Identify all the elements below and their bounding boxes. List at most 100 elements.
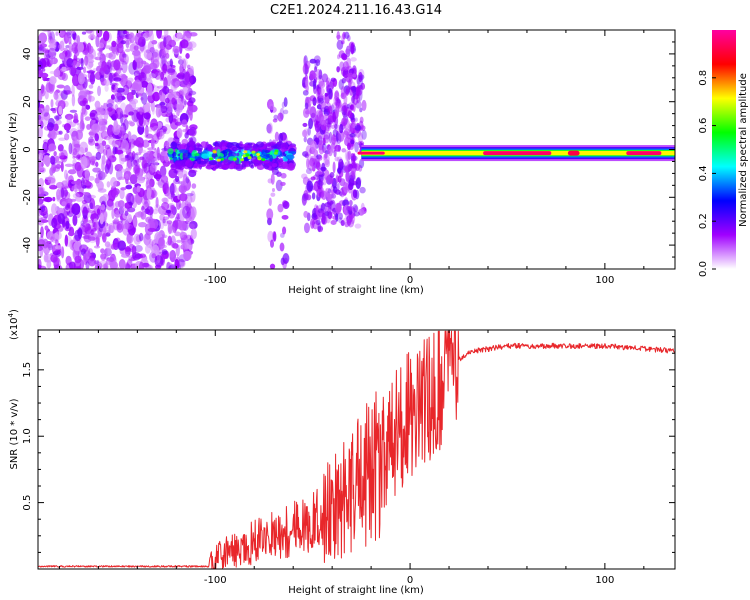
noise-blob <box>112 146 117 155</box>
spectrogram-ytick-label: -20 <box>22 189 33 205</box>
noise-blob <box>48 130 57 140</box>
noise-blob <box>106 103 113 108</box>
noise-blob <box>84 147 88 153</box>
burst-blob <box>354 223 362 229</box>
burst-blob <box>352 153 356 164</box>
burst-blob <box>303 55 308 66</box>
noise-blob <box>38 41 42 49</box>
burst-blob <box>338 212 343 220</box>
snr-ticks: -100 0 100 0.5 1.0 1.5 <box>22 330 675 586</box>
burst-blob <box>321 143 328 154</box>
noise-blob <box>179 193 188 202</box>
burst-blob <box>352 73 357 78</box>
noise-blob <box>155 196 159 209</box>
noise-blob <box>172 242 179 249</box>
noise-blob <box>144 126 149 136</box>
noise-blob <box>71 84 75 97</box>
noise-blob <box>165 35 172 46</box>
burst-blob <box>341 77 346 84</box>
noise-blob <box>95 235 100 247</box>
burst-blob <box>317 222 322 233</box>
burst-blob <box>283 109 289 115</box>
noise-blob <box>151 157 158 169</box>
noise-blob <box>178 184 188 194</box>
burst-blob <box>307 153 312 165</box>
burst-blob <box>301 129 308 138</box>
noise-blob <box>151 102 156 115</box>
noise-blob <box>60 246 65 259</box>
burst-blob <box>303 222 310 234</box>
noise-blob <box>131 160 136 167</box>
noise-blob <box>165 113 172 118</box>
noise-blob <box>98 226 104 232</box>
noise-blob <box>79 119 85 132</box>
noise-blob <box>172 45 181 53</box>
noise-blob <box>109 82 118 86</box>
burst-blob <box>280 181 286 187</box>
noise-blob <box>84 168 90 181</box>
onset-blob <box>216 148 221 157</box>
onset-blob <box>285 154 295 160</box>
noise-blob <box>166 68 176 73</box>
noise-blob <box>156 128 161 138</box>
noise-blob <box>189 65 194 76</box>
burst-blob <box>313 66 318 73</box>
noise-blob <box>118 153 126 165</box>
noise-blob <box>67 231 75 237</box>
onset-peak <box>257 155 262 159</box>
burst-blob <box>318 186 325 199</box>
noise-blob <box>92 167 101 173</box>
burst-blob <box>331 133 337 145</box>
burst-blob <box>349 199 353 207</box>
onset-blob <box>244 160 250 166</box>
noise-blob <box>111 208 115 220</box>
noise-blob <box>165 180 169 194</box>
noise-blob <box>47 174 56 187</box>
burst-blob <box>308 117 314 130</box>
noise-blob <box>111 140 116 148</box>
noise-blob <box>164 97 170 104</box>
burst-blob <box>311 192 316 200</box>
noise-blob <box>113 140 121 147</box>
noise-blob <box>110 94 115 101</box>
noise-blob <box>89 72 96 85</box>
burst-blob <box>337 175 342 183</box>
burst-blob <box>324 202 332 208</box>
noise-blob <box>189 110 193 121</box>
noise-blob <box>42 49 51 53</box>
burst-blob <box>281 214 289 220</box>
onset-blob <box>223 158 231 166</box>
onset-blob <box>239 141 243 146</box>
colorbar-tick-label: 0.2 <box>698 213 709 229</box>
noise-blob <box>160 105 168 114</box>
noise-blob <box>61 66 67 72</box>
noise-blob <box>122 84 130 96</box>
noise-blob <box>161 55 166 67</box>
noise-blob <box>119 188 125 200</box>
noise-blob <box>123 247 132 252</box>
noise-blob <box>188 127 197 137</box>
burst-blob <box>334 144 341 152</box>
onset-blob <box>269 154 273 162</box>
svg-text:(x104): (x104) <box>7 309 20 340</box>
noise-blob <box>188 169 197 178</box>
noise-blob <box>116 69 122 79</box>
burst-blob <box>303 136 307 143</box>
burst-blob <box>277 203 284 213</box>
noise-blob <box>147 93 156 104</box>
burst-blob <box>317 97 325 104</box>
noise-blob <box>185 52 190 59</box>
noise-blob <box>53 123 59 132</box>
burst-blob <box>325 121 332 132</box>
noise-blob <box>116 90 124 103</box>
noise-blob <box>140 196 149 205</box>
noise-blob <box>178 59 184 65</box>
figure-title: C2E1.2024.211.16.43.G14 <box>270 3 442 18</box>
burst-blob <box>310 112 316 123</box>
noise-blob <box>56 188 62 201</box>
noise-blob <box>94 100 101 109</box>
noise-blob <box>140 92 148 105</box>
burst-blob <box>307 126 311 136</box>
noise-blob <box>71 180 80 185</box>
burst-blob <box>283 97 288 108</box>
